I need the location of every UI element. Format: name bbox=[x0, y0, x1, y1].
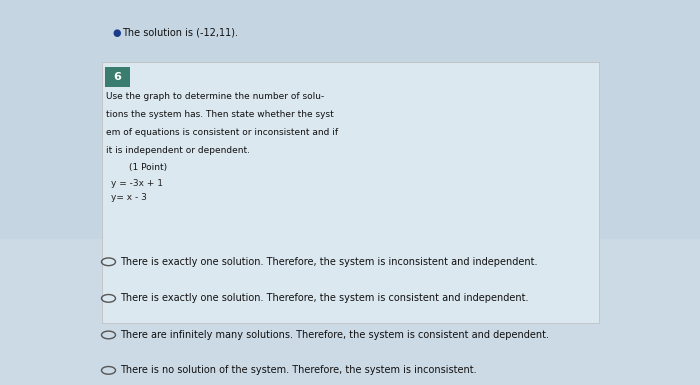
Text: Use the graph to determine the number of solu-: Use the graph to determine the number of… bbox=[106, 92, 325, 101]
Text: it is independent or dependent.: it is independent or dependent. bbox=[106, 146, 251, 154]
Text: ●: ● bbox=[112, 28, 120, 38]
Text: x: x bbox=[587, 188, 594, 198]
Text: The solution is (-12,11).: The solution is (-12,11). bbox=[122, 28, 239, 38]
Text: tions the system has. Then state whether the syst: tions the system has. Then state whether… bbox=[106, 110, 334, 119]
Text: y = x - 3: y = x - 3 bbox=[501, 110, 537, 119]
Text: There is no solution of the system. Therefore, the system is inconsistent.: There is no solution of the system. Ther… bbox=[120, 365, 477, 375]
Text: y= x - 3: y= x - 3 bbox=[111, 192, 146, 201]
Text: There is exactly one solution. Therefore, the system is consistent and independe: There is exactly one solution. Therefore… bbox=[120, 293, 529, 303]
Text: There are infinitely many solutions. Therefore, the system is consistent and dep: There are infinitely many solutions. The… bbox=[120, 330, 550, 340]
Text: y: y bbox=[455, 72, 463, 85]
Text: y = -3x + 1: y = -3x + 1 bbox=[111, 179, 162, 188]
Text: y = -3x + 1: y = -3x + 1 bbox=[416, 116, 463, 125]
Text: 6: 6 bbox=[113, 72, 122, 82]
Text: (1 Point): (1 Point) bbox=[106, 163, 167, 172]
Text: O: O bbox=[434, 211, 442, 221]
Text: There is exactly one solution. Therefore, the system is inconsistent and indepen: There is exactly one solution. Therefore… bbox=[120, 257, 538, 267]
Text: em of equations is consistent or inconsistent and if: em of equations is consistent or inconsi… bbox=[106, 128, 339, 137]
